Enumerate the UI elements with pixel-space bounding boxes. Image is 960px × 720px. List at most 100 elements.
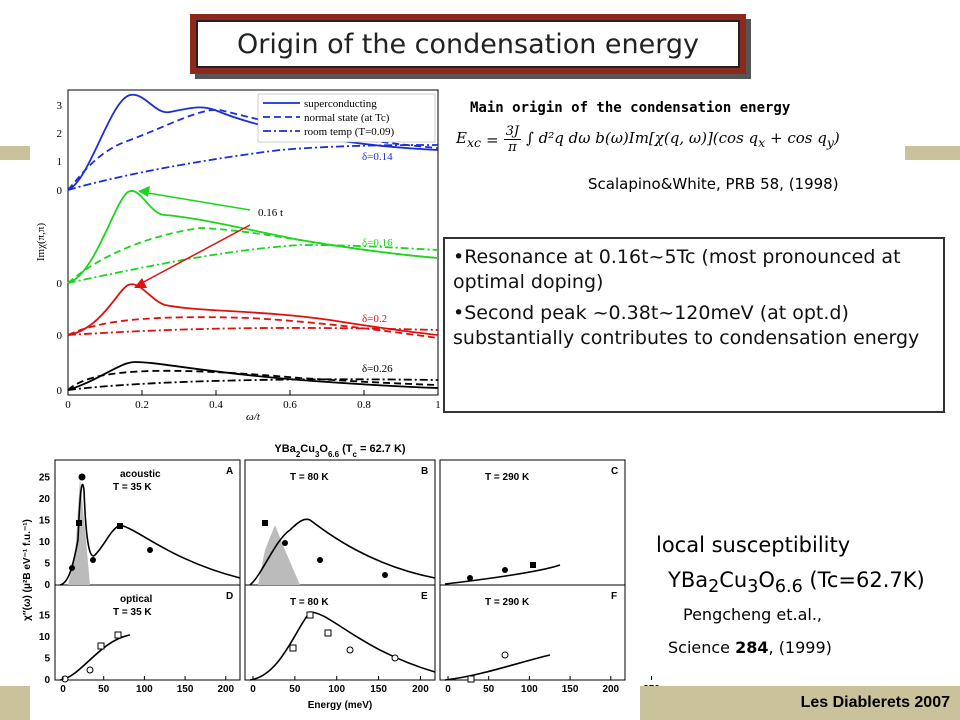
text: 2 — [708, 577, 720, 598]
fit — [444, 564, 561, 585]
x-tick-label: 0.8 — [357, 399, 371, 411]
title-part: (T — [339, 443, 353, 455]
doping-label: δ=0.2 — [362, 313, 387, 325]
x-tick-label: 200 — [602, 684, 619, 695]
legend-lines — [263, 102, 300, 132]
formula-part: ∫ d²q dω b(ω)Im[χ(q, ω)](cos q — [526, 129, 759, 147]
text: 284 — [735, 638, 769, 657]
y-tick-label: 10 — [39, 537, 51, 548]
point — [346, 646, 354, 654]
arrowhead — [138, 186, 150, 197]
y-tick-label: 15 — [39, 611, 51, 622]
panel-letter: F — [611, 591, 617, 602]
panel-letter: B — [421, 466, 428, 477]
y-tick-label: 0 — [57, 385, 63, 397]
point — [86, 666, 94, 674]
x-tick-label: 0 — [60, 684, 66, 695]
formula-part: = — [486, 130, 499, 149]
formula-part: xc — [466, 135, 482, 150]
y-tick-label: 3 — [57, 100, 63, 112]
point — [97, 642, 105, 650]
point — [306, 611, 314, 619]
doping-label: δ=0.26 — [362, 363, 393, 375]
formula-part: E — [456, 129, 467, 147]
panel-frame — [439, 584, 626, 681]
point — [382, 572, 388, 578]
fit — [444, 654, 551, 681]
side-compound: YBa2Cu3O6.6 (Tc=62.7K) — [668, 568, 925, 597]
x-tick-label: 50 — [483, 684, 495, 695]
shaded-area — [258, 525, 300, 585]
formula-part: x — [758, 135, 766, 150]
title-frame: Origin of the condensation energy — [190, 14, 746, 74]
formula-part: 3J — [503, 124, 522, 140]
y-tick-label: 0 — [57, 185, 63, 197]
doping-label: δ=0.16 — [362, 237, 393, 249]
y-tick-label: 0 — [44, 580, 50, 591]
panel-mode: optical — [120, 594, 152, 605]
x-tick-label: 1 — [435, 399, 441, 411]
bullet: •Second peak ~0.38t~120meV (at opt.d) su… — [453, 302, 920, 349]
point — [117, 523, 123, 529]
point — [69, 565, 75, 571]
arrow — [137, 224, 251, 286]
y-tick-label: 20 — [39, 494, 51, 505]
y-axis-label: Imχ(π,π) — [35, 223, 47, 262]
curve — [67, 378, 439, 391]
panel-frame — [54, 584, 241, 681]
panel-temp: T = 290 K — [485, 472, 530, 483]
side-authors: Pengcheng et.al., — [683, 605, 823, 624]
point — [147, 547, 153, 553]
title-part: 2 — [296, 450, 301, 459]
fit — [249, 518, 436, 586]
panel-frame — [244, 584, 436, 681]
formula: Exc = 3J π ∫ d²q dω b(ω)Im[χ(q, ω)](cos q… — [456, 124, 840, 155]
x-tick-label: 100 — [328, 684, 345, 695]
curve — [67, 361, 439, 391]
points — [69, 473, 536, 581]
doping-label: δ=0.14 — [362, 151, 393, 163]
legend-label: superconducting — [304, 98, 377, 110]
point — [530, 562, 536, 568]
panel-letter: C — [611, 466, 618, 477]
figure-title: YBa2Cu3O6.6 (Tc = 62.7 K) — [274, 443, 406, 459]
legend-box — [257, 93, 436, 143]
curve — [67, 316, 439, 339]
point — [114, 631, 122, 639]
figure-bottom: YBa2Cu3O6.6 (Tc = 62.7 K)051015202505101… — [22, 443, 660, 711]
point — [282, 540, 288, 546]
text: 3 — [747, 577, 759, 598]
curve — [67, 190, 439, 284]
curve — [67, 227, 439, 284]
point — [317, 557, 323, 563]
text: O — [758, 568, 775, 592]
x-tick-label: 150 — [370, 684, 387, 695]
citation: Scalapino&White, PRB 58, (1998) — [588, 175, 839, 193]
decor-bar — [905, 146, 960, 160]
formula-part: + cos q — [765, 129, 827, 147]
text: (Tc=62.7K) — [802, 568, 925, 592]
curve — [67, 144, 439, 191]
x-tick-label: 100 — [521, 684, 538, 695]
title-part: = 62.7 K) — [357, 443, 406, 455]
panel-mode: acoustic — [120, 469, 161, 480]
point — [467, 675, 475, 683]
point — [501, 651, 509, 659]
x-tick-label: 0 — [445, 684, 451, 695]
side-journal: Science 284, (1999) — [668, 638, 832, 657]
y-tick-label: 1 — [57, 156, 63, 168]
panel-frames — [54, 459, 626, 681]
point — [391, 654, 399, 662]
x-tick-label: 0.4 — [209, 399, 223, 411]
point — [324, 629, 332, 637]
title-part: Cu — [300, 443, 315, 455]
title-part: 6.6 — [328, 450, 340, 459]
x-axis-label: ω/t — [246, 411, 261, 423]
text: Science — [668, 638, 736, 657]
y-tick-label: 2 — [57, 128, 63, 140]
y-axis-label: χ″(ω) (μ²B eV⁻¹ f.u.⁻¹) — [22, 519, 33, 621]
point — [289, 644, 297, 652]
panel-letter: E — [421, 591, 428, 602]
footer: Les Diablerets 2007 — [640, 686, 960, 720]
